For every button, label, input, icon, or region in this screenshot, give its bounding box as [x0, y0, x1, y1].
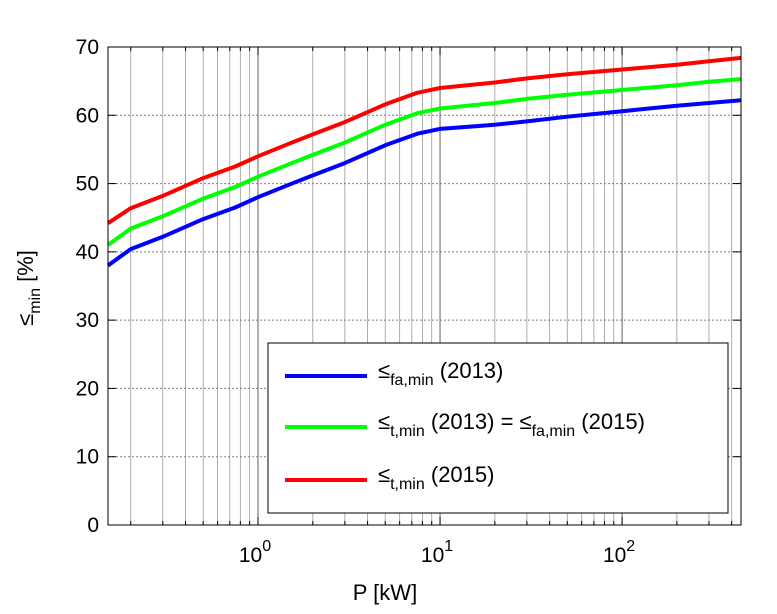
y-axis-label-subscript: min	[27, 288, 44, 314]
y-tick-label: 30	[76, 309, 99, 332]
axes	[107, 46, 742, 526]
legend-entry-2013-t: ≤t,min (2013) = ≤fa,min (2015)	[378, 409, 645, 440]
legend-symbol-2: ≤	[520, 409, 532, 434]
plot-frame	[107, 46, 742, 526]
x-tick-label: 102	[603, 538, 635, 567]
legend: ≤fa,min (2013) ≤t,min (2013) = ≤fa,min (…	[267, 342, 729, 514]
series-line-1	[106, 77, 742, 247]
legend-entry-2013-fa: ≤fa,min (2013)	[378, 358, 503, 389]
y-axis-label: ≤min [%]	[13, 250, 44, 326]
y-axis-label-symbol: ≤	[13, 314, 38, 326]
y-tick-label: 10	[76, 446, 99, 469]
y-tick-label: 60	[76, 104, 99, 127]
x-tick-label: 101	[421, 538, 453, 567]
legend-entry-2015-t: ≤t,min (2015)	[378, 462, 494, 493]
legend-suffix: (2013)	[434, 358, 504, 383]
legend-subscript-2: fa,min	[532, 423, 576, 440]
legend-subscript: t,min	[390, 476, 425, 493]
legend-subscript: fa,min	[390, 372, 434, 389]
y-tick-label: 20	[76, 377, 99, 400]
legend-suffix: (2015)	[425, 462, 495, 487]
svg-text:≤min [%]: ≤min [%]	[13, 250, 44, 326]
tick-labels: 0 10 20 30 40 50 60 70 100 101 102	[76, 36, 636, 567]
y-tick-label: 0	[87, 514, 99, 537]
y-tick-label: 50	[76, 173, 99, 196]
legend-subscript: t,min	[390, 423, 425, 440]
y-axis-label-unit: [%]	[13, 250, 38, 288]
x-axis-label: P [kW]	[353, 580, 417, 605]
series-layer	[106, 55, 742, 268]
series-line-0	[106, 98, 742, 268]
y-tick-label: 70	[76, 36, 99, 59]
x-tick-label: 100	[239, 538, 271, 567]
legend-symbol: ≤	[378, 358, 390, 383]
series-line-2	[106, 55, 742, 225]
y-tick-label: 40	[76, 241, 99, 264]
legend-symbol: ≤	[378, 462, 390, 487]
legend-suffix: (2013) =	[425, 409, 520, 434]
legend-symbol: ≤	[378, 409, 390, 434]
legend-suffix-2: (2015)	[575, 409, 645, 434]
